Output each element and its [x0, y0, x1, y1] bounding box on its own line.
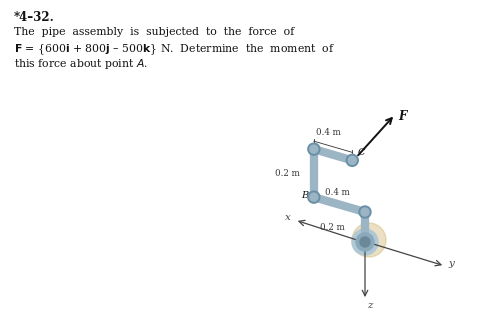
Text: C: C	[357, 148, 365, 157]
Text: y: y	[448, 259, 454, 268]
Text: $\mathbf{F}$ = {600$\mathbf{i}$ + 800$\mathbf{j}$ – 500$\mathbf{k}$} N.  Determi: $\mathbf{F}$ = {600$\mathbf{i}$ + 800$\m…	[14, 42, 335, 56]
Circle shape	[360, 237, 370, 247]
Circle shape	[308, 191, 320, 203]
Text: 0.2 m: 0.2 m	[320, 222, 345, 232]
Circle shape	[356, 233, 374, 251]
Text: B: B	[301, 191, 308, 200]
Circle shape	[352, 229, 378, 255]
Text: x: x	[285, 213, 291, 222]
Circle shape	[310, 193, 318, 201]
Text: this force about point $\mathit{A}$.: this force about point $\mathit{A}$.	[14, 57, 148, 71]
Text: 0.4 m: 0.4 m	[325, 187, 350, 197]
Circle shape	[346, 154, 358, 166]
Circle shape	[310, 145, 318, 153]
Circle shape	[361, 208, 369, 216]
Circle shape	[308, 143, 320, 155]
Text: F: F	[398, 110, 406, 123]
Circle shape	[348, 156, 356, 164]
Text: 0.4 m: 0.4 m	[316, 128, 340, 137]
Circle shape	[359, 206, 371, 218]
Text: z: z	[367, 301, 373, 310]
Text: 0.2 m: 0.2 m	[275, 169, 300, 178]
Text: *4–32.: *4–32.	[14, 11, 55, 24]
Text: The  pipe  assembly  is  subjected  to  the  force  of: The pipe assembly is subjected to the fo…	[14, 27, 294, 37]
Circle shape	[352, 223, 386, 257]
